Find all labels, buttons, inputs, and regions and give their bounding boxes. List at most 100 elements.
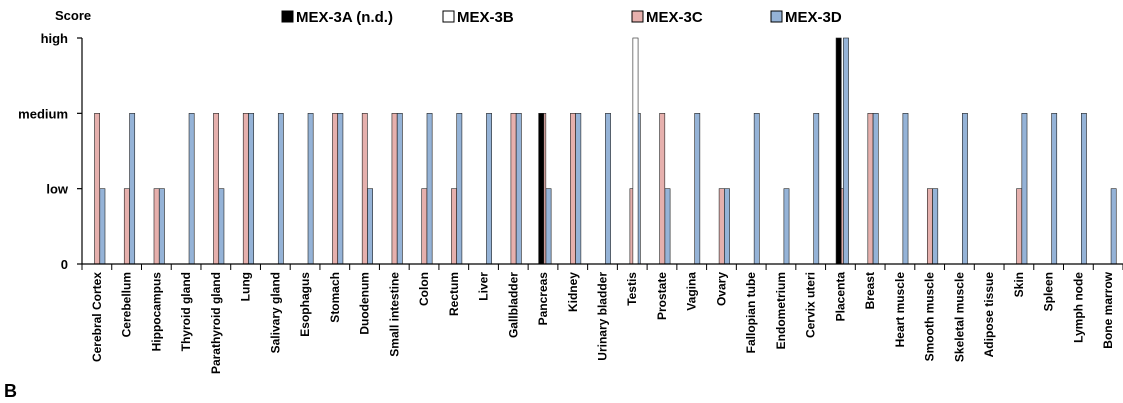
bar-mex-3c-skin <box>1016 188 1023 265</box>
y-axis-title: Score <box>55 8 91 23</box>
bar-mex-3d-liver <box>486 113 492 265</box>
x-tick-label: Salivary gland <box>268 272 282 353</box>
x-tick-label: Gallbladder <box>506 272 520 338</box>
bar-mex-3d-heart-muscle <box>902 113 909 265</box>
bar-mex-3d-duodenum <box>367 188 373 265</box>
bar-mex-3d-skin <box>1021 113 1028 265</box>
y-axis-ticks: 0 low medium high <box>18 31 82 272</box>
x-tick-label: Vagina <box>685 272 699 311</box>
x-tick-label: Heart muscle <box>893 272 907 348</box>
bar-mex-3d-spleen <box>1051 113 1058 265</box>
bar-mex-3d-prostate <box>664 188 671 265</box>
x-tick-label: Prostate <box>655 272 669 320</box>
x-tick-label: Endometrium <box>774 272 788 349</box>
bar-mex-3d-lung <box>248 113 255 265</box>
bar-mex-3c-rectum <box>451 188 457 265</box>
legend-label-mex-3b: MEX-3B <box>457 9 514 26</box>
x-tick-label: Placenta <box>833 272 847 322</box>
bar-mex-3c-smooth-muscle <box>926 188 933 265</box>
bars <box>94 37 1117 265</box>
x-tick-label: Stomach <box>328 272 342 323</box>
bar-mex-3d-hippocampus <box>158 188 165 265</box>
x-tick-label: Lung <box>239 272 253 301</box>
x-tick-label: Cervix uteri <box>804 272 818 338</box>
bar-mex-3d-esophagus <box>307 113 314 265</box>
bar-mex-3a-pancreas <box>538 113 545 265</box>
x-tick-label: Duodenum <box>358 272 372 335</box>
bar-mex-3d-thyroid-gland <box>188 113 195 265</box>
bar-mex-3b-testis <box>632 37 639 265</box>
x-tick-label: Breast <box>863 272 877 309</box>
bar-mex-3d-stomach <box>337 113 344 265</box>
bar-mex-3c-cerebellum <box>123 188 130 265</box>
x-tick-label: Fallopian tube <box>744 272 758 354</box>
x-tick-label: Esophagus <box>298 272 312 337</box>
bar-mex-3d-vagina <box>694 113 701 265</box>
x-tick-label: Skin <box>1012 272 1026 297</box>
bar-mex-3d-salivary-gland <box>277 113 284 265</box>
y-tick-label: high <box>41 31 68 46</box>
x-tick-label: Pancreas <box>536 272 550 326</box>
bar-mex-3c-stomach <box>332 113 338 265</box>
y-tick-label: medium <box>18 106 68 121</box>
bar-mex-3d-skeletal-muscle <box>962 113 968 265</box>
legend-swatch-mex-3a <box>281 10 294 23</box>
x-tick-label: Kidney <box>566 272 580 312</box>
bar-mex-3c-breast <box>867 113 874 265</box>
x-tick-label: Parathyroid gland <box>209 272 223 374</box>
y-tick-label: 0 <box>61 257 68 272</box>
bar-mex-3c-hippocampus <box>153 188 160 265</box>
bar-mex-3c-colon <box>421 188 428 265</box>
x-tick-label: Liver <box>477 272 491 301</box>
x-tick-label: Smooth muscle <box>923 272 937 362</box>
legend-swatch-mex-3b <box>442 10 455 23</box>
x-tick-label: Cerebral Cortex <box>90 272 104 362</box>
bar-mex-3d-smooth-muscle <box>932 188 939 265</box>
bar-mex-3d-cerebral-cortex <box>99 188 106 265</box>
bar-mex-3d-ovary <box>724 188 730 265</box>
bar-mex-3c-parathyroid-gland <box>213 113 219 265</box>
bar-mex-3d-placenta <box>843 37 849 265</box>
legend-swatch-mex-3c <box>631 10 644 23</box>
legend-label-mex-3a: MEX-3A (n.d.) <box>296 9 393 26</box>
bar-mex-3d-urinary-bladder <box>605 113 611 265</box>
legend-label-mex-3c: MEX-3C <box>646 9 703 26</box>
bar-mex-3d-cervix-uteri <box>813 113 820 265</box>
legend-swatch-mex-3d <box>770 10 783 23</box>
bar-mex-3c-lung <box>242 113 249 265</box>
bar-mex-3c-ovary <box>718 188 725 265</box>
legend: MEX-3A (n.d.) MEX-3B MEX-3C MEX-3D <box>281 9 842 26</box>
x-tick-label: Lymph node <box>1071 272 1085 343</box>
x-tick-label: Small intestine <box>387 272 401 357</box>
x-tick-label: Testis <box>625 272 639 306</box>
bar-mex-3d-fallopian-tube <box>753 113 760 265</box>
bar-mex-3c-small-intestine <box>391 113 398 265</box>
bar-mex-3c-prostate <box>659 113 666 265</box>
bar-mex-3a-placenta <box>835 37 842 265</box>
bar-mex-3d-gallbladder <box>515 113 522 265</box>
bar-mex-3c-kidney <box>570 113 576 265</box>
x-tick-label: Thyroid gland <box>179 272 193 351</box>
bar-mex-3c-cerebral-cortex <box>94 113 100 265</box>
bar-mex-3d-colon <box>426 113 433 265</box>
panel-label: B <box>4 381 17 398</box>
bar-mex-3d-bone-marrow <box>1110 188 1117 265</box>
bar-mex-3d-endometrium <box>783 188 790 265</box>
x-tick-label: Cerebellum <box>120 272 134 337</box>
x-tick-label: Ovary <box>714 272 728 306</box>
bar-mex-3d-parathyroid-gland <box>218 188 225 265</box>
bar-mex-3c-gallbladder <box>510 113 517 265</box>
legend-label-mex-3d: MEX-3D <box>785 9 842 26</box>
bar-mex-3d-cerebellum <box>129 113 136 265</box>
x-tick-label: Rectum <box>447 272 461 316</box>
bar-mex-3d-lymph-node <box>1081 113 1087 265</box>
bar-mex-3d-kidney <box>575 113 582 265</box>
x-tick-label: Hippocampus <box>149 272 163 352</box>
bar-mex-3d-breast <box>872 113 879 265</box>
x-tick-label: Adipose tissue <box>982 272 996 358</box>
x-tick-label: Bone marrow <box>1101 271 1115 348</box>
x-tick-label: Urinary bladder <box>596 272 610 361</box>
x-tick-label: Skeletal muscle <box>952 272 966 362</box>
